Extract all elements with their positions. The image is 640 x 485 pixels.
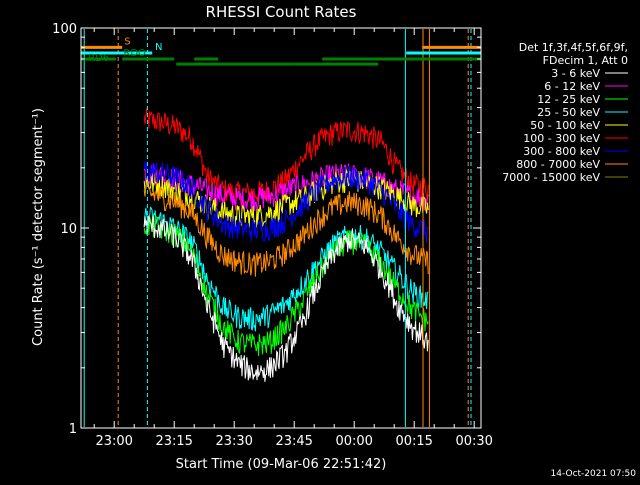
series-line-25-50keV bbox=[143, 206, 429, 332]
series-line-100-300keV bbox=[143, 108, 429, 206]
x-tick-label-00:30: 00:30 bbox=[455, 434, 492, 449]
legend-entry-5: 100 - 300 keV bbox=[523, 132, 600, 145]
flag-label-S: S bbox=[124, 36, 130, 47]
x-tick-label-23:15: 23:15 bbox=[155, 434, 192, 449]
legend-entry-7: 800 - 7000 keV bbox=[516, 158, 600, 171]
chart-title: RHESSI Count Rates bbox=[206, 3, 357, 21]
series-layer bbox=[143, 108, 429, 382]
y-axis-label: Count Rate (s⁻¹ detector segment⁻¹) bbox=[31, 108, 46, 346]
legend-entry-8: 7000 - 15000 keV bbox=[502, 171, 600, 184]
x-tick-label-00:00: 00:00 bbox=[335, 434, 372, 449]
legend-entry-0: 3 - 6 keV bbox=[551, 67, 600, 80]
legend-entry-2: 12 - 25 keV bbox=[537, 93, 600, 106]
legend-header-line-0: Det 1f,3f,4f,5f,6f,9f, bbox=[519, 41, 628, 54]
x-tick-label-23:45: 23:45 bbox=[275, 434, 312, 449]
legend: Det 1f,3f,4f,5f,6f,9f,FDecim 1, Att 03 -… bbox=[502, 41, 628, 184]
series-line-800-7000keV bbox=[143, 180, 429, 277]
y-tick-label-10: 10 bbox=[60, 222, 77, 237]
flag-label-N: N bbox=[155, 42, 162, 53]
generation-timestamp: 14-Oct-2021 07:50 bbox=[551, 469, 637, 479]
legend-entry-4: 50 - 100 keV bbox=[530, 119, 600, 132]
flag-label-RD6: RD6 bbox=[88, 53, 109, 64]
series-line-3-6keV bbox=[143, 215, 429, 382]
x-tick-label-00:15: 00:15 bbox=[395, 434, 432, 449]
series-line-300-800keV bbox=[143, 161, 429, 243]
flag-label-RDO: RDO bbox=[123, 48, 146, 59]
x-tick-label-23:30: 23:30 bbox=[215, 434, 252, 449]
legend-header-line-1: FDecim 1, Att 0 bbox=[543, 54, 628, 67]
legend-entry-1: 6 - 12 keV bbox=[544, 80, 600, 93]
legend-entry-6: 300 - 800 keV bbox=[523, 145, 600, 158]
legend-entry-3: 25 - 50 keV bbox=[537, 106, 600, 119]
y-tick-label-100: 100 bbox=[52, 22, 77, 37]
flag-layer: S N RDO RD6 bbox=[81, 36, 481, 66]
series-line-12-25keV bbox=[143, 214, 429, 357]
x-tick-label-23:00: 23:00 bbox=[95, 434, 132, 449]
x-axis-label: Start Time (09-Mar-06 22:51:42) bbox=[176, 457, 387, 472]
axis-layer: 23:00 23:15 23:30 23:45 00:00 00:15 00:30 1 10 10… bbox=[52, 22, 493, 449]
y-tick-label-1: 1 bbox=[69, 422, 77, 437]
